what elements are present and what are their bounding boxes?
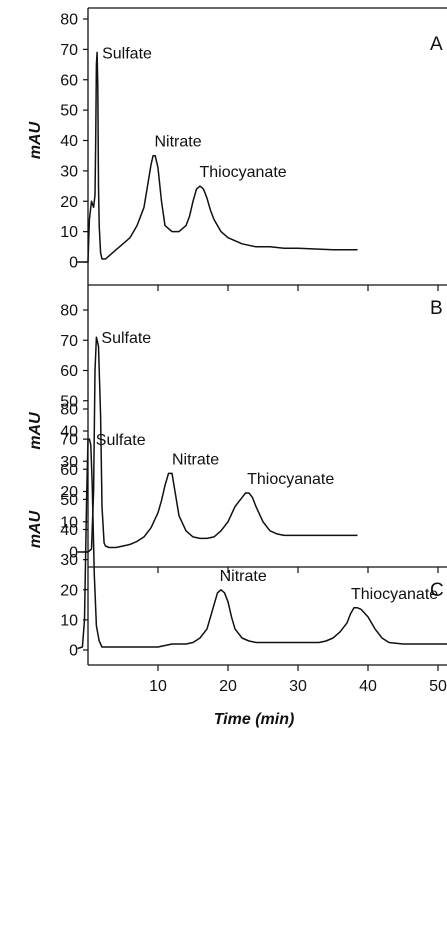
y-tick-label: 80 <box>60 402 78 419</box>
y-tick-label: 60 <box>60 363 78 380</box>
y-tick-label: 50 <box>60 393 78 410</box>
peak-label-thiocyanate: Thiocyanate <box>200 164 287 181</box>
y-tick-label: 80 <box>60 303 78 320</box>
y-tick-label: 30 <box>60 552 78 569</box>
y-tick-label: 40 <box>60 424 78 441</box>
y-tick-label: 20 <box>60 484 78 501</box>
y-tick-label: 30 <box>60 454 78 471</box>
y-tick-label: 20 <box>60 582 78 599</box>
panel-label: A <box>430 34 443 55</box>
y-tick-label: 0 <box>69 545 78 562</box>
y-tick-label: 40 <box>60 133 78 150</box>
y-tick-label: 40 <box>60 522 78 539</box>
y-tick-label: 70 <box>60 42 78 59</box>
peak-label-thiocyanate: Thiocyanate <box>247 471 334 488</box>
y-tick-label: 60 <box>60 462 78 479</box>
chromatogram-trace <box>77 438 447 650</box>
y-tick-label: 60 <box>60 72 78 89</box>
y-tick-label: 0 <box>69 643 78 660</box>
x-tick-label: 40 <box>359 678 377 695</box>
chromatogram-trace <box>77 51 358 263</box>
peak-label-nitrate: Nitrate <box>172 451 219 468</box>
y-tick-label: 50 <box>60 492 78 509</box>
y-tick-label: 70 <box>60 333 78 350</box>
panel-label: C <box>430 580 444 601</box>
peak-label-sulfate: Sulfate <box>96 432 146 449</box>
peak-label-nitrate: Nitrate <box>220 568 267 585</box>
y-tick-label: 70 <box>60 432 78 449</box>
y-axis-title: mAU <box>27 121 44 159</box>
x-tick-label: 30 <box>289 678 307 695</box>
y-tick-label: 80 <box>60 12 78 29</box>
peak-label-sulfate: Sulfate <box>101 330 151 347</box>
peak-label-thiocyanate: Thiocyanate <box>351 586 438 603</box>
x-tick-label: 20 <box>219 678 237 695</box>
x-axis-title: Time (min) <box>214 711 295 728</box>
x-tick-label: 50 <box>429 678 447 695</box>
y-tick-label: 10 <box>60 514 78 531</box>
y-tick-label: 0 <box>69 255 78 272</box>
x-tick-label: 10 <box>149 678 167 695</box>
panel-label: B <box>430 298 443 319</box>
y-tick-label: 50 <box>60 103 78 120</box>
y-tick-label: 10 <box>60 612 78 629</box>
y-tick-label: 10 <box>60 224 78 241</box>
y-axis-title: mAU <box>27 510 44 548</box>
y-tick-label: 30 <box>60 163 78 180</box>
y-tick-label: 20 <box>60 194 78 211</box>
peak-label-sulfate: Sulfate <box>102 45 152 62</box>
chart-panel-b: 0 10 20 30 40 50 60 70 80 mAU B Sulfate Nitrate Thioc… <box>27 284 447 567</box>
chart-panel-c: 0 10 20 30 40 50 60 70 80 10 20 30 40 50 Time (min) mAU… <box>27 402 447 728</box>
peak-label-nitrate: Nitrate <box>155 134 202 151</box>
y-axis-title: mAU <box>27 412 44 450</box>
chart-panel-a: 0 10 20 30 40 50 60 70 80 mAU A Sulfate Nitrate Thioc… <box>27 7 447 285</box>
chromatogram-trace <box>77 336 358 553</box>
